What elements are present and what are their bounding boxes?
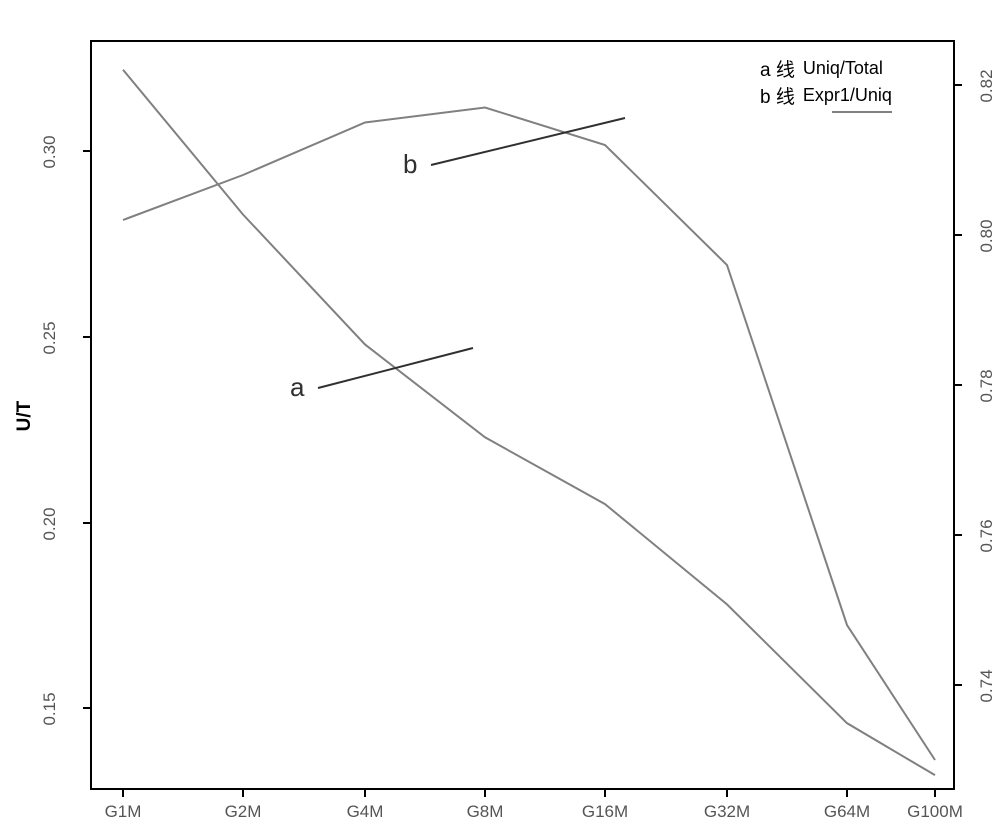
x-tick (484, 790, 486, 797)
x-tick-label: G32M (687, 802, 767, 822)
legend-line-sample (832, 111, 892, 113)
y-right-tick-label: 0.80 (977, 216, 997, 256)
y-left-tick (83, 150, 90, 152)
x-tick (122, 790, 124, 797)
x-tick (846, 790, 848, 797)
legend-line-row (760, 111, 892, 113)
chart-container: U/T a 线 Uniq/Total b 线 Expr1/Uniq 0.15 0.20 0… (0, 0, 1000, 836)
y-right-tick (955, 384, 962, 386)
y-left-tick-label: 0.15 (40, 689, 60, 729)
annotation-label-b: b (403, 149, 417, 180)
legend-entry-b: b 线 Expr1/Uniq (760, 82, 892, 109)
y-right-tick-label: 0.78 (977, 366, 997, 406)
x-tick (934, 790, 936, 797)
x-tick (242, 790, 244, 797)
legend-label-a: Uniq/Total (803, 58, 883, 79)
legend-key-b: b 线 (760, 82, 795, 109)
x-tick-label: G8M (445, 802, 525, 822)
y-left-tick-label: 0.20 (40, 504, 60, 544)
legend-entry-a: a 线 Uniq/Total (760, 55, 892, 82)
annotation-label-a: a (290, 372, 304, 403)
legend: a 线 Uniq/Total b 线 Expr1/Uniq (760, 55, 892, 113)
x-tick-label: G16M (565, 802, 645, 822)
series-line-b (123, 108, 935, 761)
y-right-tick-label: 0.76 (977, 516, 997, 556)
chart-svg (0, 0, 1000, 836)
x-tick-label: G1M (83, 802, 163, 822)
y-right-tick (955, 234, 962, 236)
y-left-tick (83, 522, 90, 524)
series-line-a (123, 70, 935, 775)
y-right-tick-label: 0.74 (977, 666, 997, 706)
x-tick-label: G64M (807, 802, 887, 822)
x-tick (726, 790, 728, 797)
y-left-tick (83, 707, 90, 709)
y-right-tick (955, 84, 962, 86)
y-left-tick-label: 0.30 (40, 132, 60, 172)
annotation-pointer-a (318, 348, 473, 388)
y-right-tick-label: 0.82 (977, 66, 997, 106)
x-tick-label: G100M (895, 802, 975, 822)
x-tick-label: G2M (203, 802, 283, 822)
y-right-tick (955, 534, 962, 536)
y-left-tick (83, 336, 90, 338)
x-tick (604, 790, 606, 797)
y-left-axis-title: U/T (14, 396, 36, 436)
legend-key-a: a 线 (760, 55, 795, 82)
x-tick (364, 790, 366, 797)
y-left-tick-label: 0.25 (40, 318, 60, 358)
x-tick-label: G4M (325, 802, 405, 822)
legend-label-b: Expr1/Uniq (803, 85, 892, 106)
y-right-tick (955, 684, 962, 686)
